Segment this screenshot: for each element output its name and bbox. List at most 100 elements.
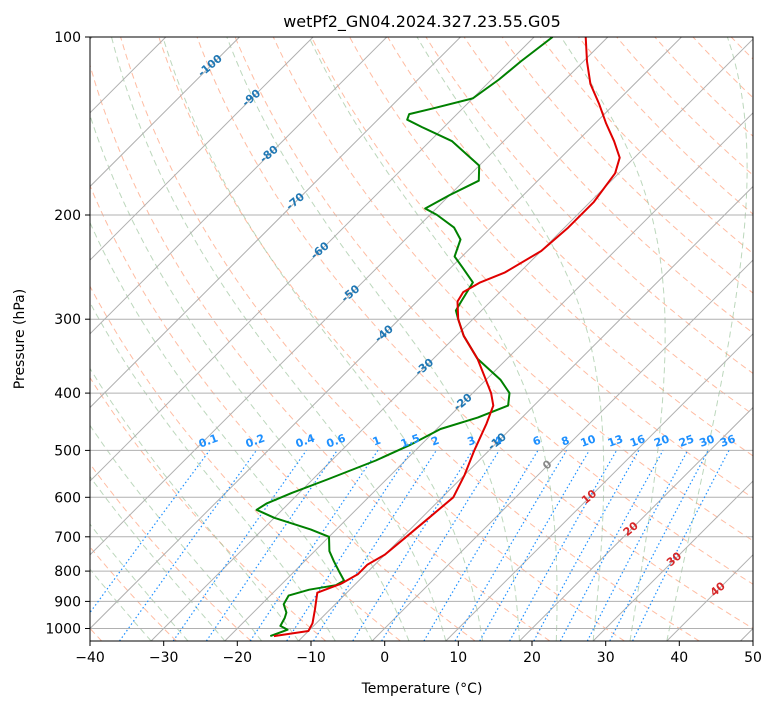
isotherm-line	[90, 37, 682, 630]
x-tick-label: −40	[75, 650, 105, 666]
isotherm-line	[445, 333, 753, 641]
x-axis-ticks: −40 −30 −20 −10 0 10 20 30 40 50	[75, 641, 762, 666]
mixing-ratio-label: 13	[606, 432, 625, 449]
temperature-profile-line	[273, 37, 621, 638]
mixing-ratio-label: 1	[371, 434, 383, 449]
mixing-ratio-line	[559, 450, 664, 641]
dry-adiabat	[120, 37, 625, 641]
moist-adiabats	[90, 37, 748, 641]
mixing-ratio-label: 3	[466, 434, 478, 449]
dry-adiabat	[463, 37, 753, 334]
x-tick-label: 10	[449, 650, 467, 666]
mixing-ratio-line	[119, 450, 257, 641]
isotherm-line	[592, 480, 753, 641]
x-tick-label: −10	[296, 650, 326, 666]
moist-adiabat	[416, 37, 605, 641]
y-axis-ticks: 100 200 300 400 500 600 700 800 900 1000	[45, 30, 90, 638]
moist-adiabat	[90, 221, 373, 641]
mixing-ratio-line	[509, 450, 618, 641]
y-tick-label: 900	[54, 594, 81, 610]
dry-adiabat	[387, 37, 753, 416]
x-tick-label: 0	[380, 650, 389, 666]
isotherm-line	[150, 38, 753, 641]
isotherm-line	[519, 406, 753, 641]
mixing-ratio-label: 0.1	[197, 432, 220, 451]
dry-adiabat	[616, 37, 753, 176]
moist-adiabat	[111, 37, 447, 641]
mixing-ratio-label: 25	[677, 432, 696, 449]
dry-adiabat	[578, 37, 753, 215]
y-tick-label: 600	[54, 490, 81, 506]
mixing-ratio-label: 30	[698, 432, 717, 450]
mixing-ratio-label: 1.5	[399, 432, 422, 451]
x-tick-label: 40	[670, 650, 688, 666]
mixing-ratio-line	[533, 450, 640, 641]
x-tick-label: −20	[223, 650, 253, 666]
moist-adiabat	[666, 37, 748, 641]
moist-adiabat	[90, 113, 410, 641]
plot-area	[90, 37, 753, 641]
y-tick-label: 500	[54, 443, 81, 459]
y-tick-label: 300	[54, 312, 81, 328]
y-axis-title: Pressure (hPa)	[12, 289, 28, 389]
mixing-ratio-label: 10	[579, 432, 598, 450]
mixing-ratio-label: 8	[560, 434, 572, 449]
isotherm-line	[90, 37, 240, 188]
isotherm-line	[90, 37, 388, 335]
y-tick-label: 100	[54, 30, 81, 46]
y-tick-label: 700	[54, 530, 81, 546]
isobars	[90, 37, 753, 629]
y-tick-label: 400	[54, 386, 81, 402]
dry-adiabat	[234, 37, 753, 585]
isotherm-line	[90, 37, 314, 261]
mixing-ratio-line	[454, 450, 568, 641]
dry-adiabat	[501, 37, 753, 294]
moist-adiabat	[308, 37, 558, 641]
x-tick-label: 30	[597, 650, 615, 666]
x-tick-label: 20	[523, 650, 541, 666]
mixing-ratio-label: 0.4	[294, 432, 317, 451]
dry-adiabat	[158, 37, 700, 641]
mixing-ratio-line	[479, 450, 590, 641]
x-axis-title: Temperature (°C)	[361, 681, 483, 697]
dry-adiabats	[90, 37, 753, 641]
mixing-ratio-line	[312, 450, 437, 641]
dry-adiabat	[90, 463, 252, 641]
isotherms	[90, 37, 753, 641]
dry-adiabat	[310, 37, 753, 499]
dry-adiabat	[90, 285, 401, 641]
x-tick-label: −30	[149, 650, 179, 666]
isotherm-line	[371, 259, 753, 641]
mixing-ratio-line	[423, 450, 539, 641]
moist-adiabat	[90, 424, 262, 641]
profiles	[255, 37, 621, 638]
mixing-ratio-label: 0.6	[325, 432, 348, 451]
isotherm-line	[90, 37, 461, 409]
mixing-ratio-label: 4	[492, 434, 504, 449]
moist-adiabat	[90, 475, 226, 641]
y-tick-label: 800	[54, 564, 81, 580]
dry-adiabat	[90, 63, 551, 641]
moist-adiabat	[162, 37, 484, 641]
mixing-ratio-label: 6	[531, 434, 543, 449]
mixing-ratio-label: 36	[718, 432, 737, 450]
moist-adiabat	[90, 523, 189, 641]
dry-adiabat	[196, 37, 753, 630]
mixing-ratio-label: 2	[429, 434, 441, 449]
mixing-ratio-line	[381, 450, 500, 641]
isotherm-line	[90, 37, 535, 482]
mixing-ratio-line	[352, 450, 474, 641]
isotherm-line	[90, 37, 609, 556]
isotherm-line	[298, 185, 753, 641]
moist-adiabat	[90, 568, 152, 641]
moist-adiabat	[226, 37, 520, 641]
moist-adiabat	[90, 301, 336, 641]
y-tick-label: 200	[54, 208, 81, 224]
mixing-ratio-line	[90, 450, 211, 614]
x-tick-label: 50	[744, 650, 762, 666]
mixing-ratio-label: 0.2	[244, 432, 267, 451]
mixing-ratio-lines	[90, 450, 730, 641]
mixing-ratio-line	[205, 450, 338, 641]
plot-frame	[89, 36, 754, 642]
